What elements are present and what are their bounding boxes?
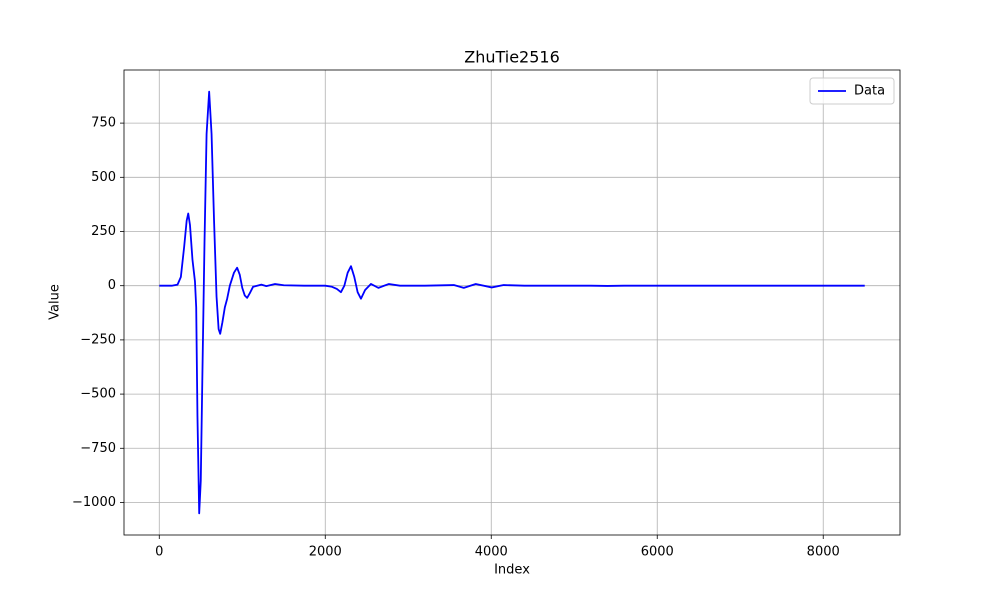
y-tick-label: 750 bbox=[91, 116, 116, 131]
legend-box bbox=[809, 77, 895, 105]
x-tick-label: 8000 bbox=[807, 545, 840, 560]
y-tick-label: −250 bbox=[80, 332, 116, 347]
x-tick-label: 4000 bbox=[475, 545, 508, 560]
y-tick-label: 0 bbox=[108, 278, 116, 293]
y-tick-label: 500 bbox=[91, 170, 116, 185]
legend-label: Data bbox=[854, 84, 885, 99]
y-tick-label: −500 bbox=[80, 387, 116, 402]
x-tick-label: 2000 bbox=[309, 545, 342, 560]
x-axis-label: Index bbox=[494, 563, 530, 578]
y-tick-label: −1000 bbox=[72, 495, 116, 510]
y-tick-label: −750 bbox=[80, 441, 116, 456]
x-tick-label: 0 bbox=[155, 545, 163, 560]
y-tick-label: 250 bbox=[91, 224, 116, 239]
chart-title: ZhuTie2516 bbox=[464, 48, 560, 67]
data-line bbox=[159, 90, 865, 515]
plot-frame bbox=[123, 69, 901, 536]
y-axis-label: Value bbox=[48, 284, 63, 320]
x-tick-label: 6000 bbox=[641, 545, 674, 560]
